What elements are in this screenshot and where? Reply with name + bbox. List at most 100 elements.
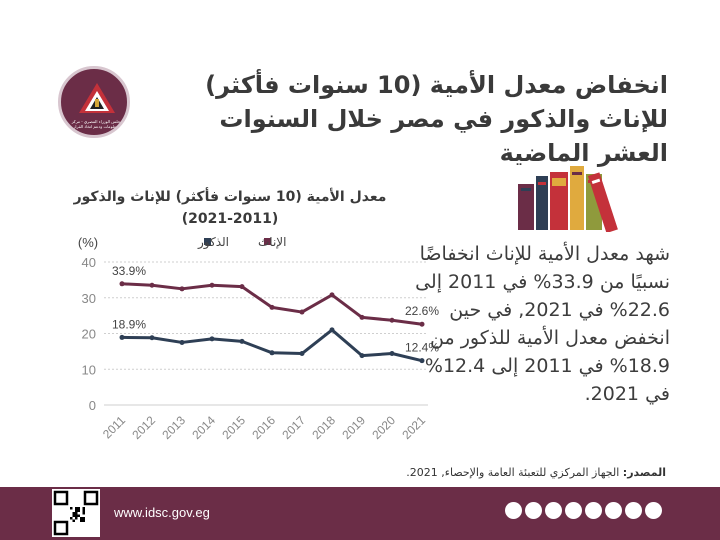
qr-module <box>82 512 85 515</box>
x-tick-label: 2015 <box>219 413 248 442</box>
social-ig-icon[interactable] <box>565 502 582 519</box>
qr-finder <box>53 490 69 506</box>
x-tick-label: 2021 <box>399 413 428 442</box>
social-tg-icon[interactable] <box>645 502 662 519</box>
data-point <box>119 281 125 287</box>
qr-module <box>82 507 85 510</box>
source-label: المصدر: <box>622 466 666 479</box>
x-tick-label: 2012 <box>129 413 158 442</box>
website-link[interactable]: www.idsc.gov.eg <box>114 505 210 520</box>
data-point <box>239 284 245 290</box>
qr-module <box>77 507 80 510</box>
y-tick-label: 20 <box>82 327 96 342</box>
source-text: الجهاز المركزي للتعبئة العامة والإحصاء, … <box>406 466 623 479</box>
data-point <box>389 351 395 357</box>
footer-bar: www.idsc.gov.eg <box>0 487 720 540</box>
x-tick-label: 2020 <box>369 413 398 442</box>
legend-label: الذكور <box>197 235 229 250</box>
qr-module <box>80 519 83 522</box>
social-cl-icon[interactable] <box>625 502 642 519</box>
x-tick-label: 2018 <box>309 413 338 442</box>
chart-legend: الإناث الذكور <box>197 235 286 250</box>
legend-swatch <box>204 238 211 245</box>
data-point <box>269 304 275 310</box>
x-tick-label: 2017 <box>279 413 308 442</box>
y-axis-label: (%) <box>78 235 98 250</box>
x-tick-label: 2019 <box>339 413 368 442</box>
data-label: 18.9% <box>112 317 146 331</box>
chart-grid <box>104 261 428 406</box>
qr-module <box>75 517 78 520</box>
books-icon <box>516 162 636 236</box>
data-point <box>149 282 155 288</box>
data-point <box>239 338 245 344</box>
social-sc-icon[interactable] <box>605 502 622 519</box>
data-label: 22.6% <box>405 304 439 318</box>
series-line <box>121 282 423 326</box>
qr-module <box>70 517 73 520</box>
data-point <box>299 351 305 357</box>
data-point <box>299 309 305 315</box>
chart-title-sub: (2021-2011) <box>181 211 279 227</box>
qr-module <box>70 507 73 510</box>
qr-module <box>72 514 75 517</box>
source-note: المصدر: الجهاز المركزي للتعبئة العامة وا… <box>380 466 666 479</box>
x-tick-label: 2013 <box>159 413 188 442</box>
qr-module <box>82 509 85 512</box>
data-label: 33.9% <box>112 264 146 278</box>
qr-module <box>77 509 80 512</box>
data-point <box>419 321 425 327</box>
data-point <box>419 358 425 364</box>
series-line <box>121 328 423 363</box>
x-tick-label: 2011 <box>100 413 128 441</box>
data-point <box>359 353 365 359</box>
legend-swatch <box>264 238 271 245</box>
social-f-icon[interactable] <box>505 502 522 519</box>
social-yt-icon[interactable] <box>545 502 562 519</box>
chart-title-main: معدل الأمية (10 سنوات فأكثر) للإناث والذ… <box>73 189 387 205</box>
social-icons <box>505 502 662 519</box>
data-point <box>269 350 275 356</box>
page-title: انخفاض معدل الأمية (10 سنوات فأكثر) للإن… <box>205 71 668 167</box>
x-tick-label: 2016 <box>249 413 278 442</box>
chart-series: 33.9% 22.6% 18.9% 12.4% <box>112 264 439 364</box>
qr-module <box>75 509 78 512</box>
description-text: شهد معدل الأمية للإناث انخفاضًا نسبيًا م… <box>415 243 670 405</box>
y-tick-label: 0 <box>89 398 96 413</box>
qr-module <box>75 514 78 517</box>
y-tick-label: 40 <box>82 255 96 270</box>
qr-module <box>77 514 80 517</box>
qr-module <box>75 507 78 510</box>
y-tick-label: 30 <box>82 291 96 306</box>
qr-module <box>75 512 78 515</box>
legend-label: الإناث <box>258 235 286 249</box>
data-point <box>209 336 215 342</box>
data-point <box>359 314 365 320</box>
qr-finder <box>83 490 99 506</box>
x-tick-label: 2014 <box>189 413 218 442</box>
data-point <box>329 292 335 298</box>
idsc-logo-icon: مجلس الوزراء المصري - مركز المعلومات ودع… <box>58 66 130 138</box>
qr-module <box>82 517 85 520</box>
data-point <box>389 317 395 323</box>
data-point <box>119 334 125 340</box>
data-point <box>179 339 185 345</box>
logo-emblem <box>79 83 115 113</box>
chart-title: معدل الأمية (10 سنوات فأكثر) للإناث والذ… <box>30 186 430 230</box>
qr-module <box>72 519 75 522</box>
qr-module <box>82 519 85 522</box>
data-point <box>149 335 155 341</box>
data-label: 12.4% <box>405 341 439 355</box>
logo-text: مجلس الوزراء المصري - مركز المعلومات ودع… <box>71 119 123 129</box>
qr-module <box>80 517 83 520</box>
data-point <box>329 327 335 333</box>
y-tick-label: 10 <box>82 362 96 377</box>
data-point <box>209 282 215 288</box>
qr-code-icon[interactable] <box>52 489 100 537</box>
social-in-icon[interactable] <box>585 502 602 519</box>
social-t-icon[interactable] <box>525 502 542 519</box>
qr-finder <box>53 520 69 536</box>
data-point <box>179 286 185 292</box>
qr-module <box>72 512 75 515</box>
